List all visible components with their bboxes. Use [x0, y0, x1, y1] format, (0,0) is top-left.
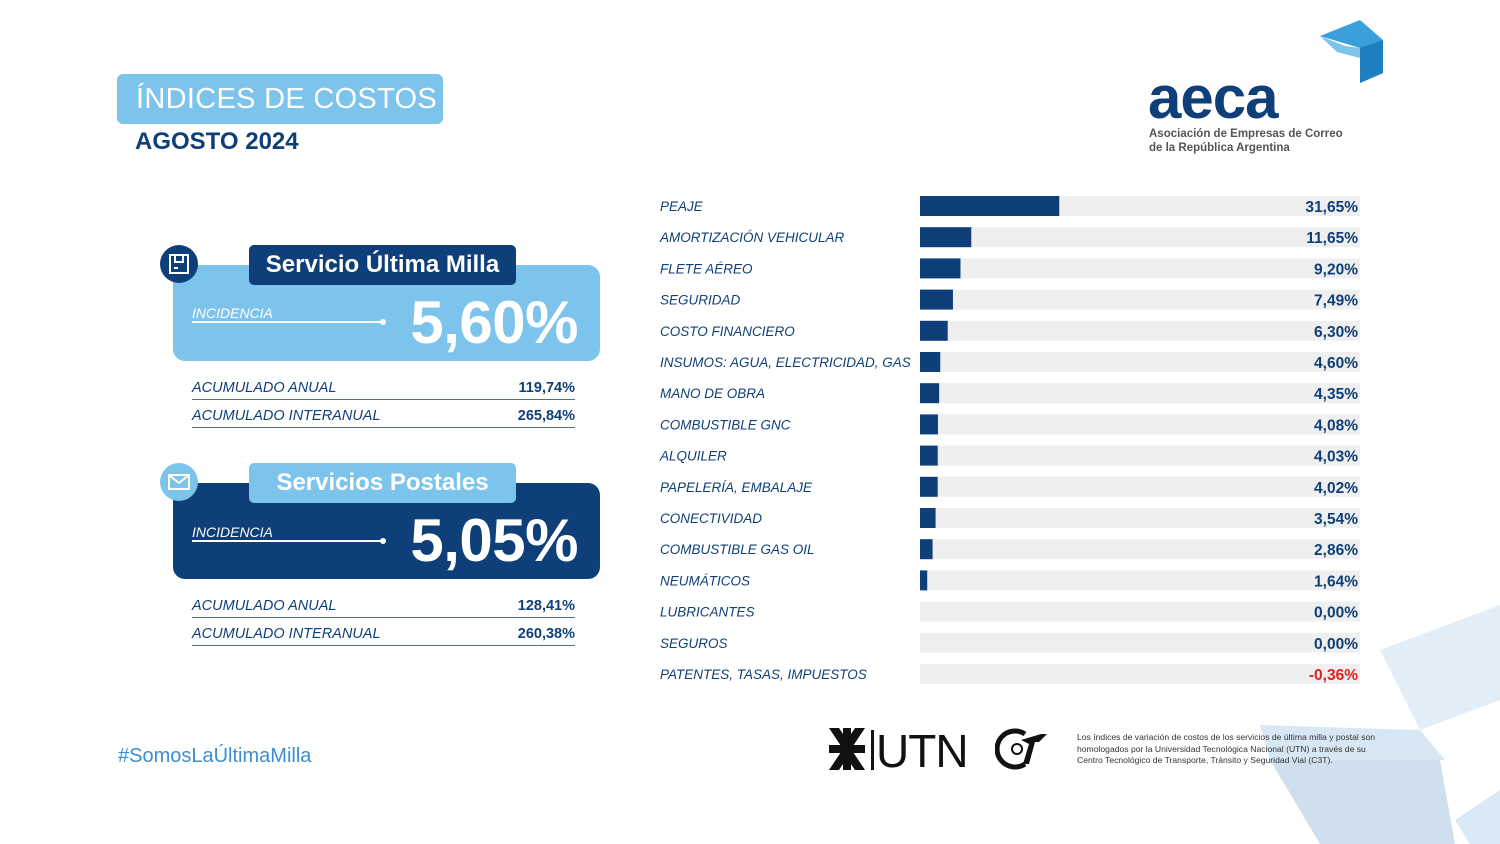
bar-category-label: CONECTIVIDAD — [660, 511, 762, 526]
incidence-line — [192, 321, 382, 323]
bar — [920, 508, 936, 528]
bar-track — [920, 320, 1360, 341]
bar-category-label: PEAJE — [660, 199, 704, 214]
bar-value-label: -0,36% — [1309, 667, 1358, 684]
bar-value-label: 6,30% — [1314, 324, 1358, 341]
acc-value: 265,84% — [517, 408, 575, 424]
ultima-milla-acumulado-interanual: ACUMULADO INTERANUAL 265,84% — [192, 401, 575, 428]
bar-track — [920, 570, 1360, 591]
bar-track — [920, 258, 1360, 279]
hashtag: #SomosLaÚltimaMilla — [118, 745, 312, 767]
postales-incidence: 5,05% — [410, 507, 578, 574]
utn-wordmark: UTN — [876, 725, 969, 777]
period-subtitle: AGOSTO 2024 — [135, 128, 299, 155]
incidence-line — [192, 540, 382, 542]
bar-track — [920, 289, 1360, 310]
acc-label: ACUMULADO INTERANUAL — [192, 626, 381, 642]
aeca-logo-wordmark: aeca — [1148, 64, 1278, 131]
postales-title: Servicios Postales — [249, 463, 516, 503]
aeca-logo-icon — [1320, 20, 1383, 83]
incidence-label: INCIDENCIA — [192, 524, 273, 540]
bar — [920, 570, 928, 591]
bar — [920, 414, 938, 435]
bar-category-label: PAPELERÍA, EMBALAJE — [660, 480, 813, 495]
acc-label: ACUMULADO ANUAL — [192, 598, 337, 614]
bar-category-label: INSUMOS: AGUA, ELECTRICIDAD, GAS — [660, 355, 911, 370]
bar-value-label: 0,00% — [1314, 636, 1358, 653]
acc-label: ACUMULADO ANUAL — [192, 380, 337, 396]
envelope-icon — [160, 463, 198, 501]
bar-track — [920, 227, 1360, 248]
bar — [920, 476, 938, 497]
bar-value-label: 3,54% — [1314, 511, 1358, 528]
ultima-milla-acumulado-anual: ACUMULADO ANUAL 119,74% — [192, 373, 575, 400]
postales-acumulado-anual: ACUMULADO ANUAL 128,41% — [192, 591, 575, 618]
incidence-dot — [380, 538, 386, 544]
bar-category-label: COSTO FINANCIERO — [660, 324, 795, 339]
bar-track — [920, 445, 1360, 466]
bar-track — [920, 601, 1360, 622]
bar-track — [920, 414, 1360, 435]
bar-value-label: 4,02% — [1314, 480, 1358, 497]
bar-track — [920, 664, 1360, 684]
bar-category-label: SEGUROS — [660, 636, 728, 651]
bar-value-label: 7,49% — [1314, 293, 1358, 310]
bar — [920, 196, 1060, 216]
bar-category-label: SEGURIDAD — [660, 293, 741, 308]
bar-value-label: 9,20% — [1314, 261, 1358, 278]
bar — [920, 352, 941, 372]
bar — [920, 258, 961, 279]
acc-label: ACUMULADO INTERANUAL — [192, 408, 381, 424]
acc-value: 119,74% — [518, 380, 575, 396]
bar — [920, 445, 938, 466]
logo-subtitle-line2: de la República Argentina — [1149, 142, 1290, 154]
bar — [920, 383, 940, 404]
ultima-milla-incidence: 5,60% — [410, 289, 578, 356]
ultima-milla-title: Servicio Última Milla — [249, 245, 516, 285]
bar-value-label: 11,65% — [1306, 230, 1358, 247]
bar-category-label: ALQUILER — [659, 449, 727, 464]
incidence-dot — [380, 319, 386, 325]
aeca-logo-subtitle: Asociación de Empresas de Correo de la R… — [1149, 127, 1343, 155]
incidence-label: INCIDENCIA — [192, 305, 273, 321]
bar-category-label: LUBRICANTES — [660, 605, 755, 620]
bar-track — [920, 352, 1360, 372]
footer-separator — [871, 730, 874, 770]
bar-category-label: PATENTES, TASAS, IMPUESTOS — [660, 667, 867, 682]
bar-value-label: 2,86% — [1314, 542, 1358, 559]
bar-category-label: COMBUSTIBLE GNC — [660, 417, 791, 432]
bar-category-label: COMBUSTIBLE GAS OIL — [660, 542, 815, 557]
footer-disclaimer: Los índices de variación de costos de lo… — [1077, 732, 1376, 765]
bar-value-label: 4,03% — [1314, 449, 1358, 466]
bar-value-label: 4,08% — [1314, 417, 1358, 434]
cost-index-bar-chart: PEAJE 31,65% AMORTIZACIÓN VEHICULAR 11,65% F… — [659, 196, 1360, 684]
acc-value: 128,41% — [517, 598, 575, 614]
box-icon — [160, 245, 198, 283]
page-title: ÍNDICES DE COSTOS — [117, 74, 443, 124]
bar-value-label: 1,64% — [1314, 573, 1358, 590]
bar-value-label: 0,00% — [1314, 605, 1358, 622]
utn-emblem-icon — [829, 728, 865, 770]
logo-subtitle-line1: Asociación de Empresas de Correo — [1149, 128, 1343, 140]
c3t-logo-icon — [995, 728, 1047, 770]
bar-track — [920, 539, 1360, 560]
acc-value: 260,38% — [517, 626, 575, 642]
bar-track — [920, 383, 1360, 404]
bar-category-label: NEUMÁTICOS — [660, 573, 750, 588]
bar-track — [920, 508, 1360, 528]
postales-acumulado-interanual: ACUMULADO INTERANUAL 260,38% — [192, 619, 575, 646]
bar — [920, 320, 948, 341]
bar-category-label: AMORTIZACIÓN VEHICULAR — [659, 230, 845, 245]
bar — [920, 227, 972, 248]
bar-category-label: FLETE AÉREO — [660, 261, 753, 276]
bar-category-label: MANO DE OBRA — [660, 386, 765, 401]
bar-value-label: 31,65% — [1305, 199, 1358, 216]
bar-track — [920, 632, 1360, 653]
bar-track — [920, 476, 1360, 497]
bar — [920, 289, 953, 310]
bar — [920, 539, 933, 560]
bar-value-label: 4,35% — [1314, 386, 1358, 403]
bar-value-label: 4,60% — [1314, 355, 1358, 372]
